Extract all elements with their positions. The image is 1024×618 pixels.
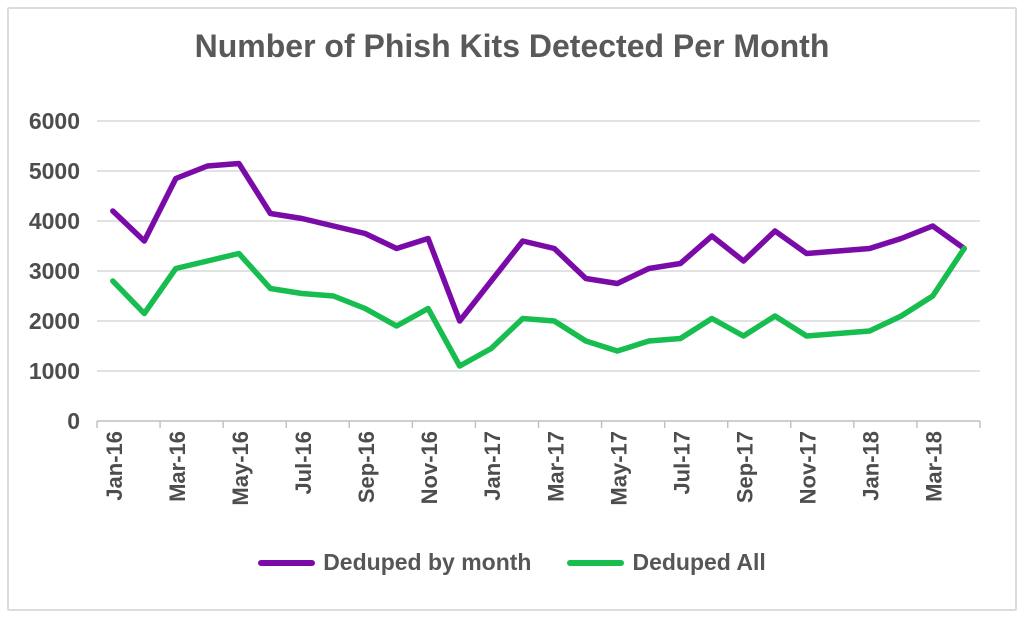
x-axis-tick-label: May-16 xyxy=(228,431,253,506)
y-axis-tick-label: 2000 xyxy=(29,308,80,334)
y-axis-tick-label: 0 xyxy=(67,408,80,434)
x-axis-tick-label: Sep-16 xyxy=(354,431,379,503)
legend-swatch-deduped-all xyxy=(567,559,625,566)
series-line-deduped-all xyxy=(110,245,967,369)
y-axis-tick-label: 1000 xyxy=(29,358,80,384)
x-axis-tick-label: Jan-16 xyxy=(102,431,127,501)
x-axis-tick-label: Mar-16 xyxy=(165,431,190,502)
legend-item-deduped-by-month: Deduped by month xyxy=(258,551,531,574)
legend-label-deduped-all: Deduped All xyxy=(632,549,766,575)
y-axis-tick-label: 3000 xyxy=(29,258,80,284)
x-axis-tick-label: Sep-17 xyxy=(732,431,757,503)
x-axis-tick-label: Jan-17 xyxy=(480,431,505,501)
series-line-deduped-by-month xyxy=(110,160,967,324)
x-axis-tick-label: Jul-16 xyxy=(291,431,316,495)
x-axis-tick-label: Nov-16 xyxy=(417,431,442,504)
y-axis-tick-label: 6000 xyxy=(29,108,80,134)
legend: Deduped by month Deduped All xyxy=(0,551,1024,574)
y-axis-tick-label: 4000 xyxy=(29,208,80,234)
x-axis-tick-label: Mar-18 xyxy=(922,431,947,502)
x-axis-tick-label: Jul-17 xyxy=(669,431,694,495)
x-axis-tick-label: May-17 xyxy=(606,431,631,506)
y-axis-tick-label: 5000 xyxy=(29,158,80,184)
legend-swatch-deduped-by-month xyxy=(258,559,316,566)
x-axis-tick-label: Nov-17 xyxy=(796,431,821,504)
x-axis-tick-label: Mar-17 xyxy=(543,431,568,502)
x-axis-tick-label: Jan-18 xyxy=(859,431,884,501)
legend-item-deduped-all: Deduped All xyxy=(567,549,766,575)
legend-label-deduped-by-month: Deduped by month xyxy=(323,549,532,575)
chart-title: Number of Phish Kits Detected Per Month xyxy=(194,28,830,64)
